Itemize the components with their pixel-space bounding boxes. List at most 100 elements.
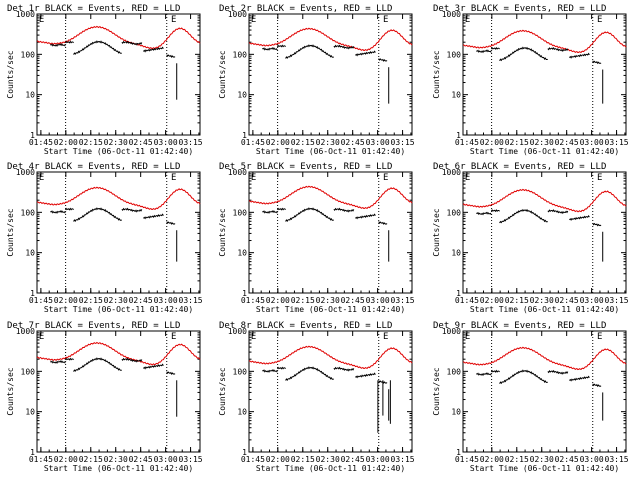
x-tick-label: 02:15 bbox=[79, 138, 103, 147]
x-tick-label: 01:45 bbox=[455, 138, 479, 147]
series-lld-line bbox=[36, 186, 201, 211]
y-tick-label: 10 bbox=[25, 91, 35, 100]
y-tick-label: 1000 bbox=[442, 10, 461, 19]
series-events-segment bbox=[276, 44, 286, 48]
series-lld-line bbox=[462, 188, 627, 213]
y-tick-label: 1000 bbox=[228, 327, 247, 336]
series-events-segment bbox=[276, 207, 286, 211]
series-events-segment bbox=[64, 207, 74, 211]
x-tick-label: 02:00 bbox=[266, 296, 290, 305]
x-tick-label: 01:45 bbox=[455, 455, 479, 464]
chart-title: Det 1r BLACK = Events, RED = LLD bbox=[7, 4, 180, 14]
series-events-segment bbox=[569, 375, 590, 382]
x-axis-label: Start Time (06-Oct-11 01:42:40) bbox=[44, 147, 193, 156]
x-tick-label: 02:15 bbox=[79, 455, 103, 464]
x-tick-label: 02:45 bbox=[341, 455, 365, 464]
series-events-segment bbox=[64, 357, 74, 361]
y-tick-label: 10 bbox=[25, 249, 35, 258]
series-lld-line bbox=[248, 185, 413, 210]
y-axis-label: Counts/sec bbox=[432, 50, 441, 98]
y-tick-label: 1000 bbox=[16, 168, 35, 177]
event-marker-label: E bbox=[383, 15, 388, 25]
series-lld-line bbox=[462, 346, 627, 371]
x-tick-label: 02:45 bbox=[129, 296, 153, 305]
x-tick-label: 02:30 bbox=[104, 296, 128, 305]
y-tick-label: 10 bbox=[25, 408, 35, 417]
y-tick-label: 10 bbox=[237, 249, 247, 258]
event-marker-label: E bbox=[171, 15, 176, 25]
series-events-segment bbox=[166, 221, 176, 225]
series-events-segment bbox=[166, 54, 176, 58]
series-events-segment bbox=[490, 46, 500, 50]
series-events-segment bbox=[50, 210, 66, 214]
plot-frame bbox=[462, 330, 627, 453]
x-tick-label: 03:00 bbox=[580, 455, 604, 464]
series-events-segment bbox=[143, 363, 164, 370]
series-events-segment bbox=[285, 44, 334, 59]
event-marker-label: E bbox=[465, 173, 470, 183]
series-events-segment bbox=[592, 60, 602, 65]
x-tick-label: 03:00 bbox=[154, 455, 178, 464]
series-events-segment bbox=[499, 208, 548, 224]
series-events-segment bbox=[73, 357, 122, 372]
event-marker-label: E bbox=[39, 15, 44, 25]
x-tick-label: 02:30 bbox=[530, 296, 554, 305]
x-tick-label: 02:45 bbox=[555, 296, 579, 305]
y-tick-label: 1 bbox=[242, 289, 247, 298]
event-marker-label: E bbox=[465, 332, 470, 342]
y-tick-label: 100 bbox=[447, 50, 462, 59]
chart-panel-9: Det 9r BLACK = Events, RED = LLD 1 10 100 10… bbox=[432, 321, 629, 473]
chart-title: Det 9r BLACK = Events, RED = LLD bbox=[433, 321, 606, 331]
y-tick-label: 1 bbox=[456, 131, 461, 140]
y-axis-label: Counts/sec bbox=[6, 208, 15, 256]
series-events-segment bbox=[333, 207, 355, 213]
x-tick-label: 03:15 bbox=[179, 455, 203, 464]
series-events-segment bbox=[285, 207, 334, 222]
y-tick-label: 1000 bbox=[228, 10, 247, 19]
series-events-segment bbox=[143, 46, 164, 53]
series-events-segment bbox=[547, 46, 569, 52]
y-tick-label: 1000 bbox=[442, 327, 461, 336]
chart-title: Det 2r BLACK = Events, RED = LLD bbox=[219, 4, 392, 14]
x-tick-label: 02:30 bbox=[316, 455, 340, 464]
x-tick-label: 02:15 bbox=[505, 455, 529, 464]
chart-panel-8: Det 8r BLACK = Events, RED = LLD 1 10 100 10… bbox=[218, 321, 415, 473]
chart-title: Det 7r BLACK = Events, RED = LLD bbox=[7, 321, 180, 331]
x-tick-label: 03:00 bbox=[580, 138, 604, 147]
x-tick-label: 02:45 bbox=[555, 138, 579, 147]
x-axis-label: Start Time (06-Oct-11 01:42:40) bbox=[470, 464, 619, 473]
series-events-segment bbox=[592, 383, 602, 388]
x-tick-label: 01:45 bbox=[241, 296, 265, 305]
x-tick-label: 02:30 bbox=[104, 138, 128, 147]
series-events-segment bbox=[547, 209, 569, 215]
y-axis-label: Counts/sec bbox=[6, 50, 15, 98]
series-events-segment bbox=[73, 40, 122, 55]
x-tick-label: 02:00 bbox=[54, 138, 78, 147]
series-lld-line bbox=[36, 25, 201, 50]
series-events-segment bbox=[476, 211, 492, 216]
series-events-segment bbox=[569, 215, 590, 221]
x-tick-label: 02:00 bbox=[266, 138, 290, 147]
x-tick-label: 02:45 bbox=[129, 455, 153, 464]
chart-title: Det 8r BLACK = Events, RED = LLD bbox=[219, 321, 392, 331]
y-tick-label: 1000 bbox=[442, 168, 461, 177]
y-tick-label: 1 bbox=[30, 448, 35, 457]
y-tick-label: 100 bbox=[21, 367, 36, 376]
y-tick-label: 100 bbox=[447, 367, 462, 376]
x-tick-label: 02:00 bbox=[480, 138, 504, 147]
series-events-segment bbox=[285, 366, 334, 381]
series-lld-line bbox=[462, 29, 627, 54]
x-tick-label: 03:15 bbox=[605, 296, 629, 305]
x-tick-label: 02:30 bbox=[316, 138, 340, 147]
x-axis-label: Start Time (06-Oct-11 01:42:40) bbox=[44, 305, 193, 314]
x-tick-label: 02:30 bbox=[530, 455, 554, 464]
x-tick-label: 02:15 bbox=[79, 296, 103, 305]
series-events-segment bbox=[355, 372, 376, 379]
series-events-segment bbox=[262, 47, 278, 51]
series-events-segment bbox=[121, 40, 143, 46]
plot-frame bbox=[462, 13, 627, 136]
chart-title: Det 4r BLACK = Events, RED = LLD bbox=[7, 162, 180, 172]
event-marker-label: E bbox=[39, 173, 44, 183]
series-events-segment bbox=[476, 49, 492, 54]
